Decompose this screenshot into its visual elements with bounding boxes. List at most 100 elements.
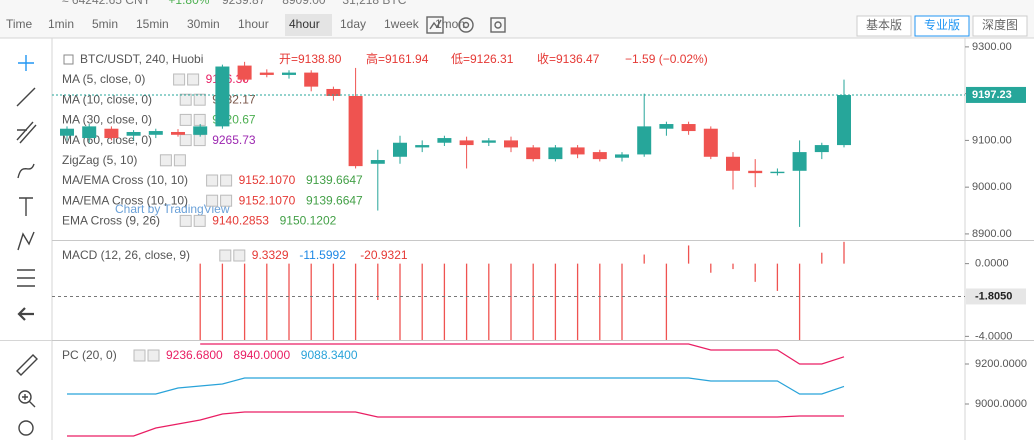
ticker-item: 8909.00	[282, 0, 326, 7]
screenshot-glyph	[494, 21, 502, 29]
indicator-close[interactable]	[193, 113, 206, 126]
mode-button-bg[interactable]	[914, 15, 970, 37]
y-tick-label: 9000.0000	[975, 398, 1027, 410]
indicator-name: MA (10, close, 0)	[62, 92, 152, 106]
macd-value: 9.3329	[252, 248, 289, 262]
candle-body	[570, 147, 585, 155]
pc-line	[200, 343, 845, 365]
indicator-close[interactable]	[187, 73, 200, 86]
zoom-tool[interactable]	[18, 390, 32, 404]
fib-tool[interactable]	[16, 121, 37, 144]
settings-icon[interactable]	[458, 17, 474, 33]
indicator-settings[interactable]	[179, 93, 192, 106]
candle-body	[681, 124, 696, 132]
macd-marker-label: -1.8050	[975, 290, 1012, 302]
indicator-close[interactable]	[173, 154, 186, 167]
ruler-tool[interactable]	[16, 354, 38, 376]
indicator-value: 9139.6647	[306, 173, 363, 187]
indicator-close[interactable]	[193, 93, 206, 106]
candle-body	[193, 126, 208, 135]
pattern-tool[interactable]	[17, 231, 35, 251]
interval-button[interactable]: 1mon	[435, 17, 465, 31]
macd-value: -11.5992	[299, 248, 346, 262]
back-tool[interactable]	[17, 307, 34, 321]
indicator-value: 9265.73	[212, 133, 256, 147]
mode-button[interactable]: 深度图	[982, 17, 1018, 32]
open: 开=9138.80	[279, 52, 342, 66]
interval-button[interactable]: Time	[6, 17, 33, 31]
candle-body	[259, 72, 274, 75]
prediction-tool[interactable]	[17, 269, 35, 287]
indicator-name: EMA Cross (9, 26)	[62, 214, 160, 228]
interval-button[interactable]: 1hour	[238, 17, 269, 31]
candle-body	[282, 72, 296, 75]
indicator-close[interactable]	[220, 174, 233, 187]
cross-tool[interactable]	[18, 55, 34, 71]
candle-body	[504, 140, 518, 148]
candle-body	[370, 160, 385, 164]
ticker-item: 31,218 BTC	[342, 0, 406, 7]
mode-button-bg[interactable]	[972, 15, 1028, 37]
candle-body	[481, 140, 496, 143]
indicator-settings[interactable]	[219, 249, 232, 262]
candle-body	[770, 171, 785, 174]
indicator-icon[interactable]	[426, 16, 444, 34]
indicator-name: MA/EMA Cross (10, 10)	[62, 173, 188, 187]
indicator-settings[interactable]	[179, 113, 192, 126]
text-tool[interactable]	[19, 197, 33, 216]
indicator-settings[interactable]	[173, 73, 186, 86]
ticker-item: +1.80%	[168, 0, 209, 7]
interval-button[interactable]: 30min	[187, 17, 220, 31]
magnet-tool[interactable]	[18, 420, 34, 436]
indicator-settings[interactable]	[206, 174, 219, 187]
candle-body	[393, 142, 407, 157]
candle-body	[637, 126, 652, 155]
ticker-item: ≈ 64242.65 CNY	[62, 0, 151, 7]
interval-button[interactable]: 1min	[48, 17, 74, 31]
interval-button[interactable]: 1week	[384, 17, 420, 31]
candle-body	[659, 124, 674, 129]
interval-button[interactable]: 1day	[340, 17, 366, 31]
indicator-settings[interactable]	[159, 154, 172, 167]
change: −1.59 (−0.02%)	[625, 52, 708, 66]
active-tab	[285, 14, 332, 36]
y-tick-label: 9200.0000	[975, 358, 1027, 370]
indicator-name: MA/EMA Cross (10, 10)	[62, 193, 188, 207]
candle-body	[726, 156, 740, 171]
brush-tool[interactable]	[17, 163, 35, 179]
candle-body	[437, 138, 452, 143]
indicator-close[interactable]	[193, 214, 206, 227]
low: 低=9126.31	[451, 52, 514, 66]
candle-body	[814, 145, 829, 153]
interval-button[interactable]: 4hour	[289, 17, 320, 31]
mode-button-bg[interactable]	[856, 15, 912, 37]
indicator-value: 9152.1070	[239, 193, 296, 207]
y-tick-label: 9100.00	[972, 134, 1012, 146]
candle-body	[82, 126, 97, 139]
pc-value: 9236.6800	[166, 348, 223, 362]
drawing-tools	[16, 55, 38, 436]
symbol: BTC/USDT, 240, Huobi	[80, 52, 203, 66]
interval-button[interactable]: 15min	[136, 17, 169, 31]
indicator-settings[interactable]	[179, 214, 192, 227]
candle-body	[615, 154, 629, 158]
indicator-close[interactable]	[220, 194, 233, 207]
ticker-item: 9239.87	[222, 0, 266, 7]
indicator-settings[interactable]	[179, 134, 192, 147]
candle-body	[792, 152, 807, 171]
indicator-close[interactable]	[233, 249, 246, 262]
screenshot-icon[interactable]	[490, 17, 506, 33]
mode-button[interactable]: 专业版	[924, 17, 960, 32]
interval-button[interactable]: 5min	[92, 17, 118, 31]
indicator-value: 9140.2853	[212, 214, 269, 228]
indicator-close[interactable]	[147, 349, 160, 362]
close: 收=9136.47	[537, 52, 600, 66]
mode-button[interactable]: 基本版	[866, 18, 902, 32]
candle-body	[215, 66, 230, 127]
indicator-name: ZigZag (5, 10)	[62, 153, 137, 167]
indicator-settings[interactable]	[206, 194, 219, 207]
line-tool[interactable]	[16, 87, 36, 107]
indicator-settings[interactable]	[133, 349, 146, 362]
last-price-label: 9197.23	[972, 89, 1012, 101]
collapse-box[interactable]	[63, 54, 74, 65]
